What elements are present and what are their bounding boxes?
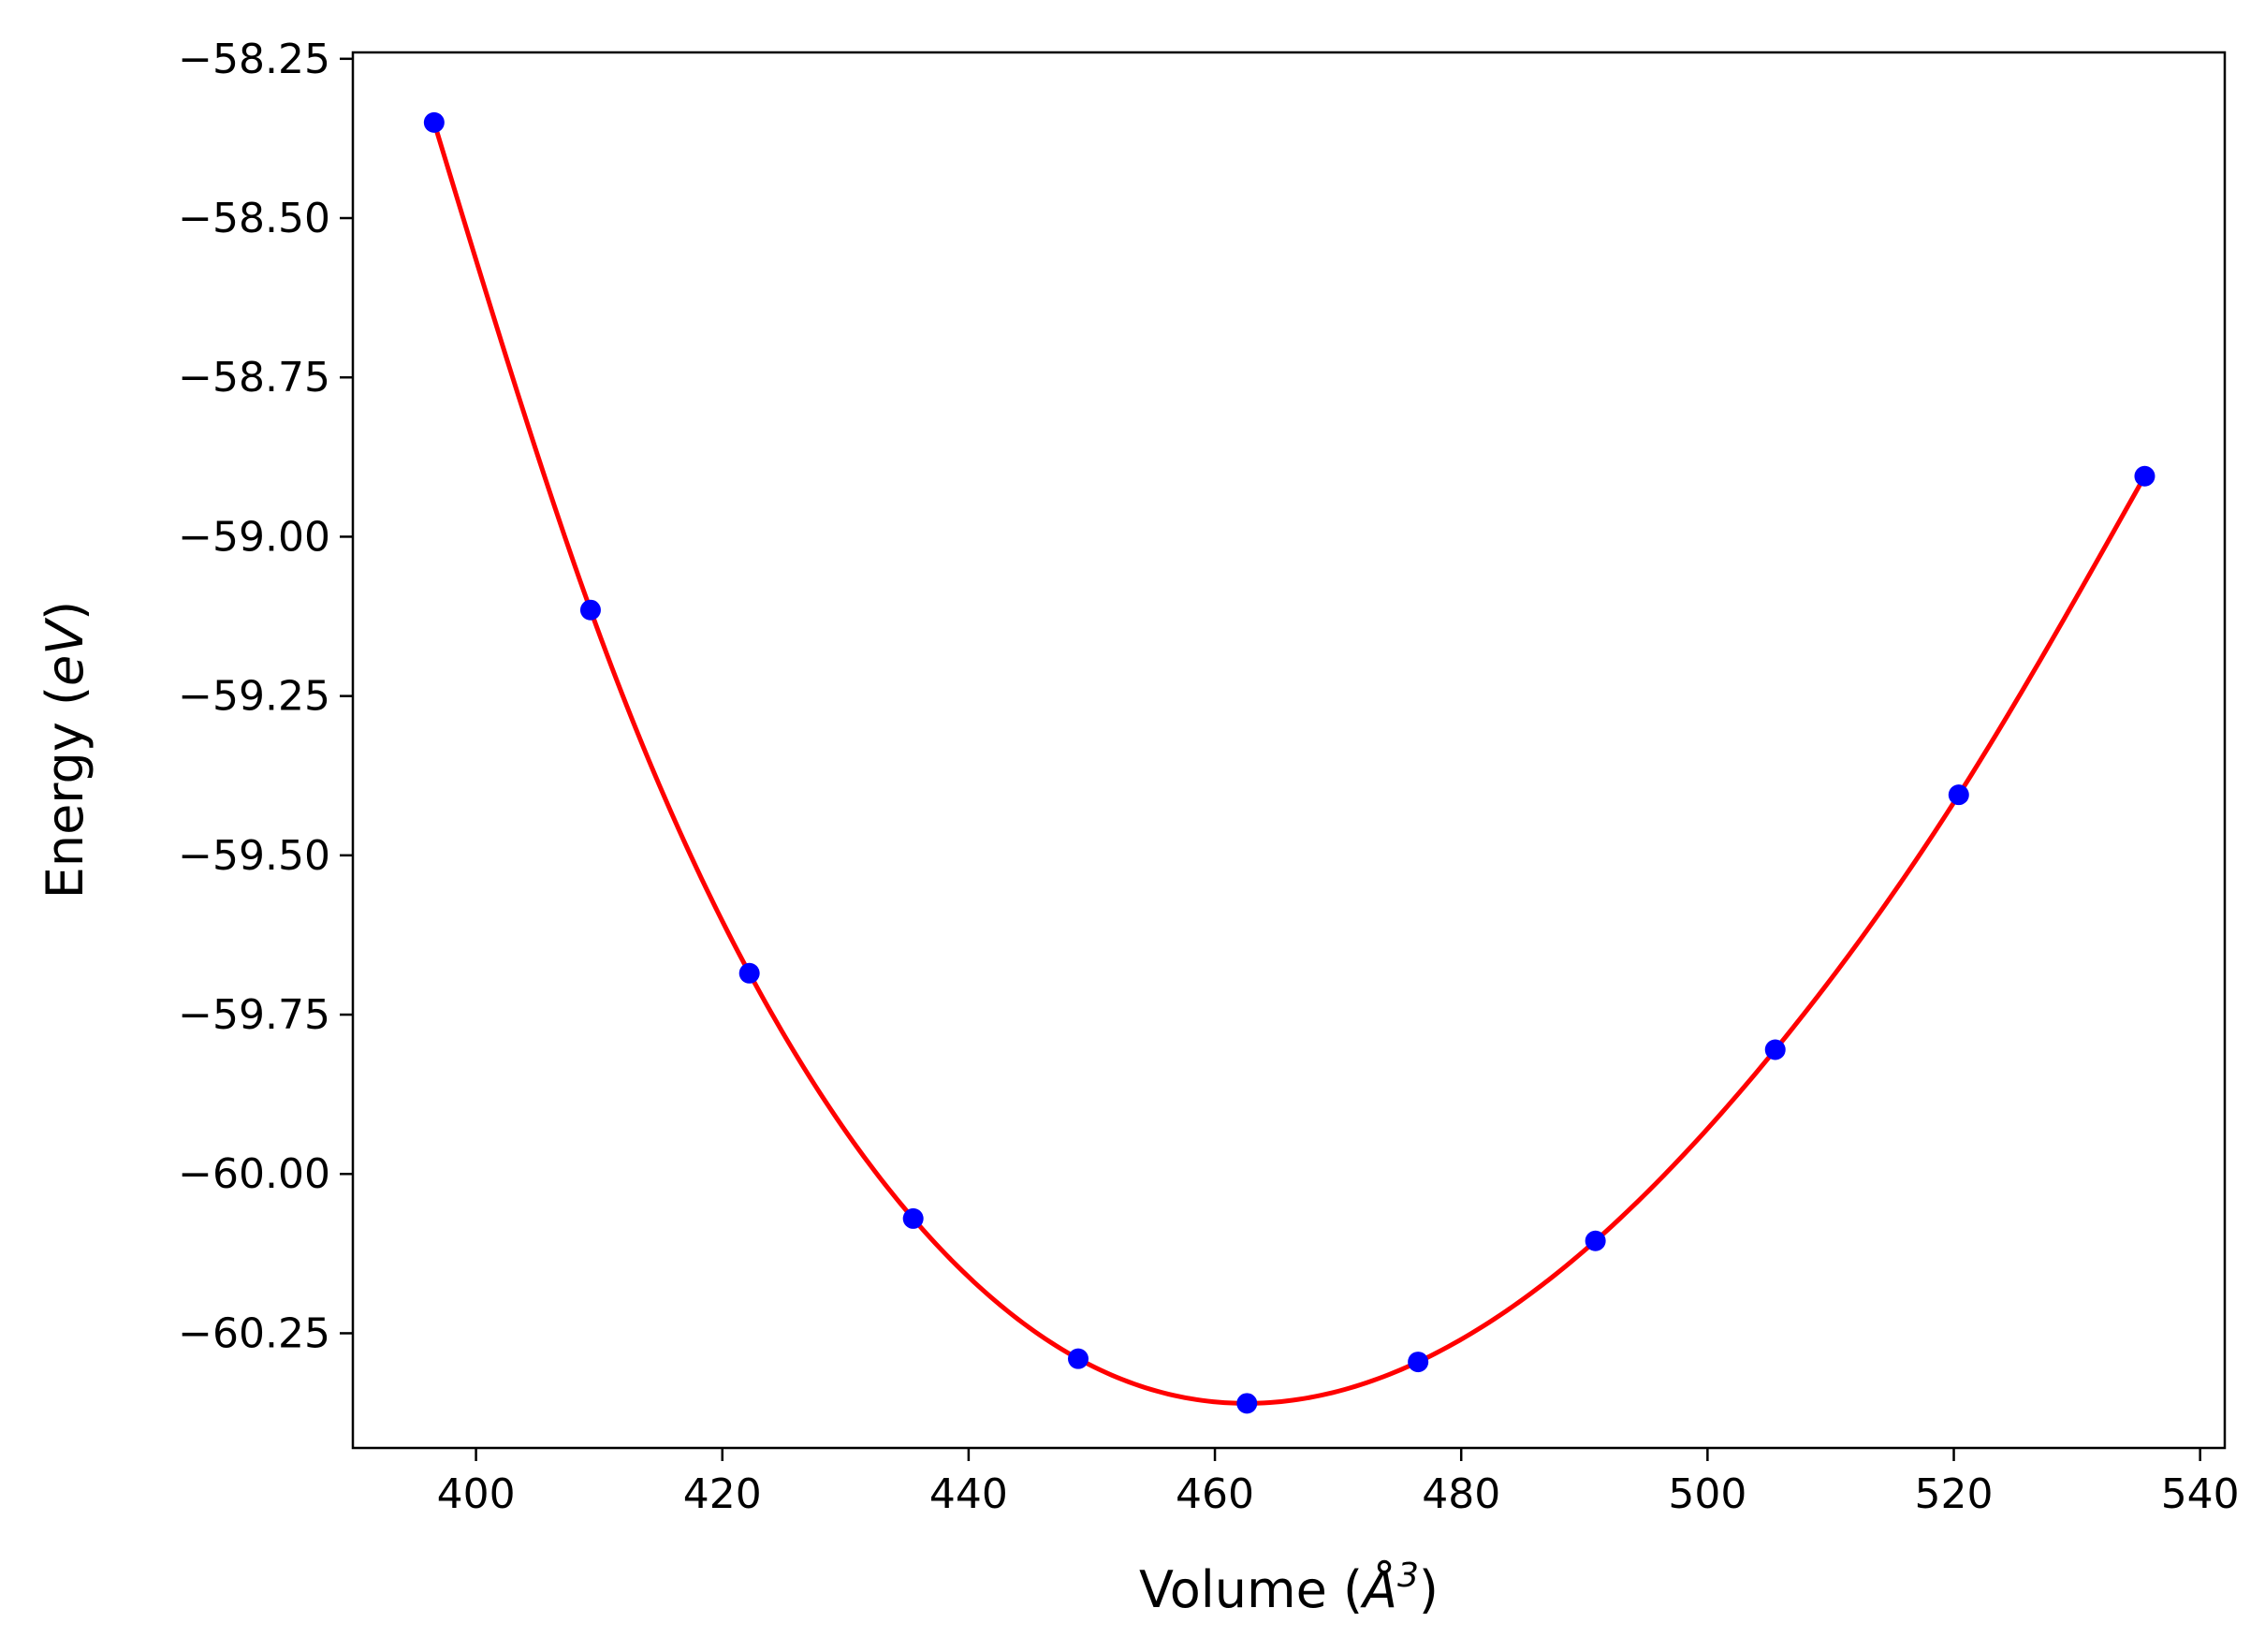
data-point bbox=[1236, 1393, 1258, 1414]
y-tick-label: −58.75 bbox=[178, 354, 330, 402]
y-tick-label: −58.25 bbox=[178, 36, 330, 83]
data-point bbox=[2134, 465, 2155, 487]
data-point bbox=[579, 599, 601, 621]
y-tick-label: −59.00 bbox=[178, 513, 330, 561]
x-axis-title-prefix: Volume ( bbox=[1139, 1560, 1363, 1619]
x-tick-label: 520 bbox=[1915, 1470, 1994, 1518]
x-axis-title-suffix: ) bbox=[1419, 1560, 1439, 1619]
y-axis-title-unit: eV bbox=[36, 617, 95, 686]
x-tick-label: 400 bbox=[437, 1470, 516, 1518]
y-tick-label: −59.25 bbox=[178, 673, 330, 721]
y-tick-label: −60.25 bbox=[178, 1309, 330, 1357]
data-point bbox=[423, 111, 445, 133]
x-axis-ticks: 400 420 440 460 480 500 520 540 bbox=[437, 1448, 2240, 1518]
data-point bbox=[1948, 784, 1969, 806]
y-axis-ticks: −58.25 −58.50 −58.75 −59.00 −59.25 −59.50 −59.… bbox=[178, 36, 353, 1357]
x-axis-title-unit: Å bbox=[1360, 1559, 1397, 1619]
x-tick-label: 460 bbox=[1176, 1470, 1254, 1518]
data-points-layer bbox=[423, 111, 2155, 1414]
x-axis-title-exponent: 3 bbox=[1397, 1557, 1419, 1595]
y-tick-label: −59.50 bbox=[178, 832, 330, 880]
x-axis-title: Volume (Å3) bbox=[1139, 1557, 1439, 1619]
y-tick-label: −60.00 bbox=[178, 1150, 330, 1198]
x-tick-label: 480 bbox=[1422, 1470, 1500, 1518]
plot-frame bbox=[351, 51, 2227, 1450]
x-tick-label: 420 bbox=[683, 1470, 762, 1518]
data-point bbox=[902, 1207, 924, 1229]
x-tick-label: 540 bbox=[2161, 1470, 2240, 1518]
y-tick-label: −59.75 bbox=[178, 991, 330, 1039]
y-axis-title-suffix: ) bbox=[36, 601, 95, 621]
x-tick-label: 500 bbox=[1668, 1470, 1746, 1518]
y-tick-label: −58.50 bbox=[178, 195, 330, 242]
data-point bbox=[1408, 1352, 1429, 1373]
y-axis-title-prefix: Energy ( bbox=[36, 686, 95, 899]
y-axis-title: Energy (eV) bbox=[36, 601, 95, 899]
data-point bbox=[1068, 1348, 1089, 1369]
data-point bbox=[1764, 1039, 1786, 1060]
x-tick-label: 440 bbox=[929, 1470, 1008, 1518]
data-point bbox=[1585, 1230, 1606, 1251]
data-point bbox=[738, 962, 760, 984]
